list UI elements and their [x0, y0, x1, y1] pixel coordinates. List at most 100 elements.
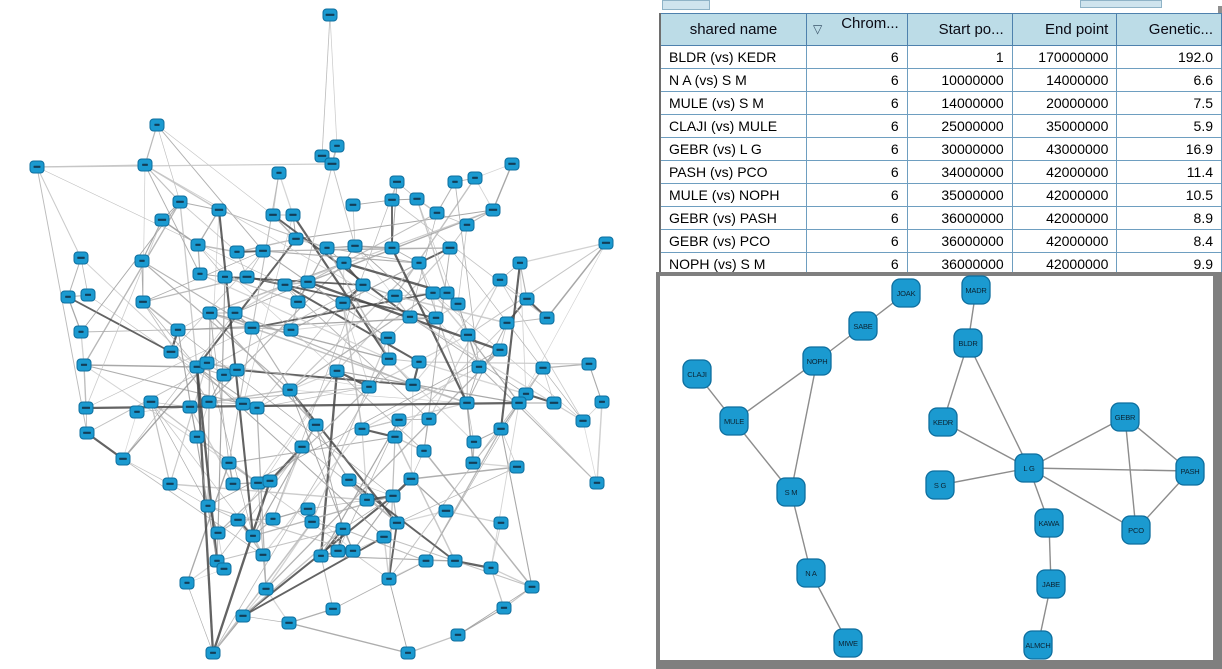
table-row[interactable]: BLDR (vs) KEDR 6 1 170000000 192.0 — [659, 45, 1222, 69]
overview-node[interactable] — [255, 244, 271, 258]
overview-node[interactable] — [78, 401, 94, 415]
overview-node[interactable] — [324, 157, 340, 171]
overview-node[interactable] — [163, 345, 179, 359]
overview-node[interactable] — [265, 208, 281, 222]
overview-node[interactable] — [418, 554, 434, 568]
overview-node[interactable] — [190, 238, 206, 252]
detail-node-shape[interactable] — [961, 275, 991, 305]
overview-node[interactable] — [535, 361, 551, 375]
cell-shared-name[interactable]: MULE (vs) NOPH — [659, 183, 808, 207]
overview-node[interactable] — [496, 601, 512, 615]
overview-node[interactable] — [519, 292, 535, 306]
overview-node[interactable] — [447, 554, 463, 568]
overview-node[interactable] — [285, 208, 301, 222]
overview-node[interactable] — [282, 383, 298, 397]
overview-node[interactable] — [384, 193, 400, 207]
detail-node-PASH[interactable]: PASH — [1175, 456, 1205, 486]
overview-node[interactable] — [442, 241, 458, 255]
detail-edge-BLDR-LG[interactable] — [967, 342, 1030, 469]
table-row[interactable]: MULE (vs) NOPH 6 35000000 42000000 10.5 — [659, 183, 1222, 207]
detail-node-SABE[interactable]: SABE — [848, 311, 878, 341]
overview-node[interactable] — [262, 474, 278, 488]
overview-node[interactable] — [325, 602, 341, 616]
overview-node[interactable] — [154, 213, 170, 227]
detail-node-shape[interactable] — [953, 328, 983, 358]
detail-node-LG[interactable]: L G — [1014, 453, 1044, 483]
cell-value[interactable]: 6 — [806, 229, 908, 253]
overview-node[interactable] — [308, 418, 324, 432]
overview-node[interactable] — [387, 289, 403, 303]
overview-node[interactable] — [29, 160, 45, 174]
overview-node[interactable] — [359, 493, 375, 507]
detail-node-shape[interactable] — [891, 278, 921, 308]
overview-node[interactable] — [411, 355, 427, 369]
overview-node[interactable] — [400, 646, 416, 660]
column-header-genetic[interactable]: Genetic... — [1116, 13, 1222, 46]
cell-value[interactable]: 35000000 — [906, 183, 1013, 207]
overview-node[interactable] — [385, 489, 401, 503]
cell-value[interactable]: 35000000 — [1011, 114, 1118, 138]
detail-node-KEDR[interactable]: KEDR — [928, 407, 958, 437]
overview-node[interactable] — [304, 515, 320, 529]
detail-node-shape[interactable] — [833, 628, 863, 658]
detail-node-JOAK[interactable]: JOAK — [891, 278, 921, 308]
overview-node[interactable] — [217, 270, 233, 284]
overview-node[interactable] — [438, 504, 454, 518]
overview-node[interactable] — [575, 414, 591, 428]
detail-node-BLDR[interactable]: BLDR — [953, 328, 983, 358]
overview-node[interactable] — [319, 241, 335, 255]
overview-node[interactable] — [294, 440, 310, 454]
cell-value[interactable]: 6 — [806, 91, 908, 115]
overview-node[interactable] — [271, 166, 287, 180]
detail-node-MADR[interactable]: MADR — [961, 275, 991, 305]
overview-node[interactable] — [330, 544, 346, 558]
overview-node[interactable] — [447, 175, 463, 189]
detail-node-shape[interactable] — [682, 359, 712, 389]
overview-node[interactable] — [459, 396, 475, 410]
overview-node[interactable] — [361, 380, 377, 394]
overview-node[interactable] — [229, 245, 245, 259]
cell-value[interactable]: 34000000 — [906, 160, 1013, 184]
overview-node[interactable] — [227, 306, 243, 320]
overview-node[interactable] — [450, 297, 466, 311]
overview-node[interactable] — [345, 544, 361, 558]
overview-node[interactable] — [80, 288, 96, 302]
overview-node[interactable] — [512, 256, 528, 270]
overview-node[interactable] — [202, 306, 218, 320]
overview-node[interactable] — [179, 576, 195, 590]
overview-node[interactable] — [546, 396, 562, 410]
overview-node[interactable] — [329, 139, 345, 153]
detail-edge-SG-LG[interactable] — [939, 467, 1030, 486]
cell-shared-name[interactable]: N A (vs) S M — [659, 68, 808, 92]
overview-node[interactable] — [376, 530, 392, 544]
overview-node[interactable] — [421, 412, 437, 426]
overview-node[interactable] — [467, 171, 483, 185]
overview-node[interactable] — [450, 628, 466, 642]
overview-node[interactable] — [205, 646, 221, 660]
detail-node-shape[interactable] — [848, 311, 878, 341]
overview-node[interactable] — [483, 561, 499, 575]
overview-node[interactable] — [355, 278, 371, 292]
overview-node[interactable] — [239, 270, 255, 284]
overview-node[interactable] — [60, 290, 76, 304]
overview-node[interactable] — [245, 529, 261, 543]
detail-node-MIWE[interactable]: MIWE — [833, 628, 863, 658]
overview-node[interactable] — [345, 198, 361, 212]
overview-node[interactable] — [381, 572, 397, 586]
overview-node[interactable] — [265, 512, 281, 526]
overview-node[interactable] — [509, 460, 525, 474]
detail-edge-LG-PCO[interactable] — [1028, 467, 1137, 531]
overview-node[interactable] — [402, 310, 418, 324]
overview-node[interactable] — [79, 426, 95, 440]
detail-node-SG[interactable]: S G — [925, 470, 955, 500]
cell-value[interactable]: 170000000 — [1011, 45, 1118, 69]
table-row[interactable]: CLAJI (vs) MULE 6 25000000 35000000 5.9 — [659, 114, 1222, 138]
overview-node[interactable] — [201, 395, 217, 409]
cell-value[interactable]: 6 — [806, 68, 908, 92]
overview-node[interactable] — [313, 549, 329, 563]
overview-node[interactable] — [115, 452, 131, 466]
overview-node[interactable] — [192, 267, 208, 281]
detail-node-shape[interactable] — [1023, 630, 1053, 660]
table-row[interactable]: GEBR (vs) L G 6 30000000 43000000 16.9 — [659, 137, 1222, 161]
detail-node-shape[interactable] — [1014, 453, 1044, 483]
